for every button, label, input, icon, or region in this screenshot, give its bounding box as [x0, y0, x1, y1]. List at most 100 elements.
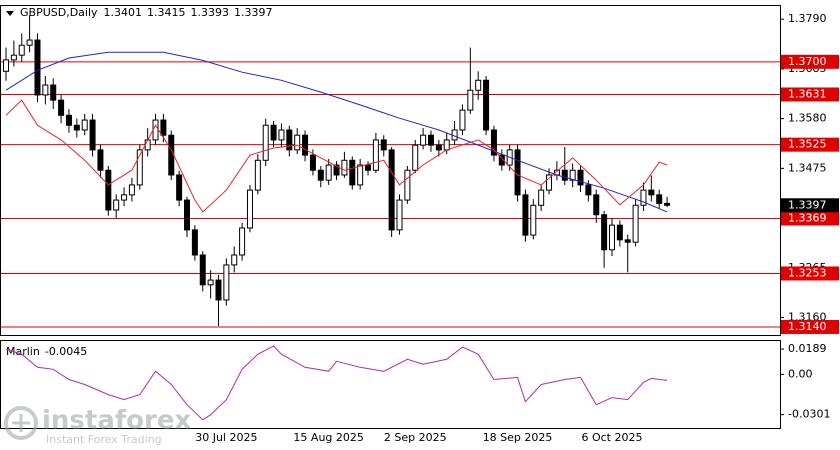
candle-body — [50, 84, 57, 101]
candle-body — [278, 129, 285, 141]
candle-body — [396, 199, 403, 231]
candle-body — [325, 164, 332, 181]
candle-body — [309, 154, 316, 171]
candle-body — [207, 279, 214, 286]
level-tag — [781, 319, 839, 334]
candle-body — [58, 99, 65, 116]
candle-body — [105, 169, 112, 211]
y-tick-label: -0.0301 — [788, 408, 830, 421]
ohlc-open: 1.3401 — [104, 6, 143, 19]
candle-body — [490, 129, 497, 156]
level-label: 1.3369 — [788, 212, 827, 225]
y-tick-label: 0.0189 — [788, 342, 827, 355]
candle-body — [427, 134, 434, 146]
moving-average — [5, 51, 668, 213]
candle-body — [593, 194, 600, 216]
candle-body — [404, 169, 411, 201]
chart-header: GBPUSD,Daily 1.3401 1.3415 1.3393 1.3397 — [20, 6, 273, 19]
candle-body — [435, 144, 442, 151]
level-tag — [781, 211, 839, 226]
candle-body — [81, 119, 88, 131]
candle-body — [128, 184, 135, 196]
candle-body — [341, 159, 348, 176]
candle-body — [380, 139, 387, 151]
level-tag — [781, 266, 839, 281]
candle-body — [420, 134, 427, 146]
candle-body — [443, 139, 450, 151]
watermark-logo — [4, 406, 38, 440]
candle-body — [184, 199, 191, 231]
moving-average — [5, 99, 668, 213]
candle-body — [546, 174, 553, 191]
price-tag — [781, 198, 839, 213]
candle-body — [286, 129, 293, 151]
candle-body — [349, 159, 356, 186]
level-label: 1.3140 — [788, 320, 827, 333]
candle-body — [561, 169, 568, 181]
candle-body — [262, 124, 269, 161]
candle-body — [530, 204, 537, 236]
candle-body — [97, 149, 104, 171]
candle-body — [412, 144, 419, 171]
candle-body — [215, 279, 222, 301]
x-tick-label: 30 Jul 2025 — [195, 431, 257, 444]
candle-body — [608, 224, 615, 251]
candle-body — [168, 134, 175, 176]
ohlc-high: 1.3415 — [147, 6, 186, 19]
candle-body — [152, 119, 159, 141]
y-tick-label: 1.3580 — [788, 112, 827, 125]
symbol: GBPUSD,Daily — [20, 6, 98, 19]
indicator-panel — [0, 340, 781, 429]
y-tick-label: 1.3790 — [788, 12, 827, 25]
candle-body — [357, 164, 364, 186]
candle-body — [483, 79, 490, 131]
watermark-tagline: Instant Forex Trading — [46, 433, 162, 446]
candle-body — [144, 139, 151, 151]
candle-body — [632, 204, 639, 243]
candle-body — [498, 154, 505, 166]
indicator-title: Marlin — [6, 345, 40, 358]
x-tick-label: 6 Oct 2025 — [581, 431, 642, 444]
candle-body — [372, 139, 379, 171]
ohlc-close: 1.3397 — [234, 6, 273, 19]
level-label: 1.3253 — [788, 266, 827, 279]
candle-body — [569, 169, 576, 181]
level-label: 1.3631 — [788, 87, 827, 100]
candle-body — [26, 39, 33, 46]
candle-body — [365, 164, 372, 171]
price-label: 1.3397 — [788, 198, 827, 211]
candle-body — [648, 189, 655, 196]
candle-body — [514, 149, 521, 196]
candle-body — [231, 254, 238, 266]
x-tick-label: 2 Sep 2025 — [384, 431, 447, 444]
x-tick-label: 15 Aug 2025 — [293, 431, 363, 444]
indicator-line — [5, 345, 668, 421]
candle-body — [317, 169, 324, 181]
candle-body — [475, 79, 482, 91]
level-label: 1.3525 — [788, 138, 827, 151]
candle-body — [294, 134, 301, 151]
candle-body — [302, 134, 309, 156]
menu-arrow — [6, 11, 14, 16]
candle-body — [136, 149, 143, 186]
candle-body — [585, 184, 592, 196]
candle-body — [10, 54, 17, 61]
candle-body — [538, 189, 545, 206]
y-tick-label: 0.00 — [788, 367, 813, 380]
candle-body — [191, 229, 198, 256]
level-label: 1.3700 — [788, 55, 827, 68]
level-tag — [781, 137, 839, 152]
candle-body — [176, 174, 183, 201]
watermark-brand: instaforex — [42, 406, 192, 436]
level-tag — [781, 87, 839, 102]
candle-body — [239, 227, 246, 256]
candle-body — [270, 124, 277, 141]
x-tick-label: 18 Sep 2025 — [483, 431, 553, 444]
candle-body — [624, 239, 631, 243]
candle-body — [616, 224, 623, 241]
candle-body — [664, 202, 671, 206]
indicator-value: -0.0045 — [45, 345, 87, 358]
level-tag — [781, 54, 839, 69]
